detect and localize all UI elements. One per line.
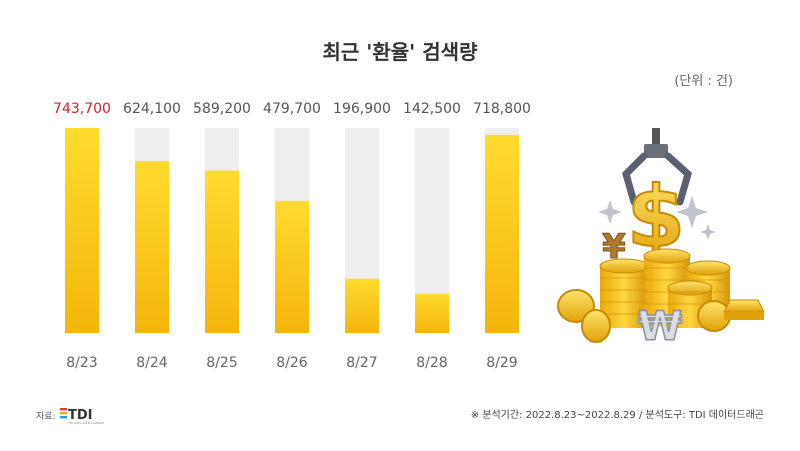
x-tick-label: 8/24 (136, 355, 168, 371)
analysis-note: ※ 분석기간: 2022.8.23~2022.8.29 / 분석도구: TDI … (470, 410, 764, 421)
sparkle-icon (598, 196, 716, 240)
x-tick-label: 8/29 (486, 355, 517, 371)
bar (205, 170, 239, 333)
x-tick-label: 8/23 (66, 355, 97, 371)
bar (65, 128, 99, 333)
data-label: 196,900 (333, 101, 391, 117)
coin-icon (557, 289, 731, 343)
source-label: 자료: (36, 411, 56, 422)
data-label: 743,700 (53, 101, 111, 117)
svg-text:TDI: TDI (68, 408, 93, 423)
bar (135, 160, 169, 333)
data-label: 718,800 (473, 101, 531, 117)
x-tick-label: 8/25 (206, 355, 237, 371)
data-label: 479,700 (263, 101, 321, 117)
won-sign-icon: ₩ (638, 304, 682, 350)
chart-title: 최근 '환율' 검색량 (322, 40, 478, 64)
bar (415, 293, 449, 333)
tdi-logo: TDI TDI DATA INTELLIGENCE (59, 408, 104, 425)
bar (485, 134, 519, 333)
svg-text:TDI DATA INTELLIGENCE: TDI DATA INTELLIGENCE (67, 421, 104, 425)
data-label: 142,500 (403, 101, 461, 117)
x-tick-label: 8/26 (276, 355, 308, 371)
gold-bar-icon (723, 299, 765, 320)
coin-stack-icon (599, 248, 731, 328)
source-credit: 자료: TDI TDI DATA INTELLIGENCE (36, 405, 106, 425)
data-label: 589,200 (193, 101, 251, 117)
crane-claw-icon (622, 128, 692, 206)
data-label: 624,100 (123, 101, 181, 117)
x-tick-label: 8/28 (416, 355, 447, 371)
bar (345, 278, 379, 333)
bar (275, 200, 309, 333)
unit-label: (단위 : 건) (674, 74, 733, 89)
gold-coins-illustration: $ ¥ (557, 128, 765, 351)
x-tick-label: 8/27 (346, 355, 377, 371)
